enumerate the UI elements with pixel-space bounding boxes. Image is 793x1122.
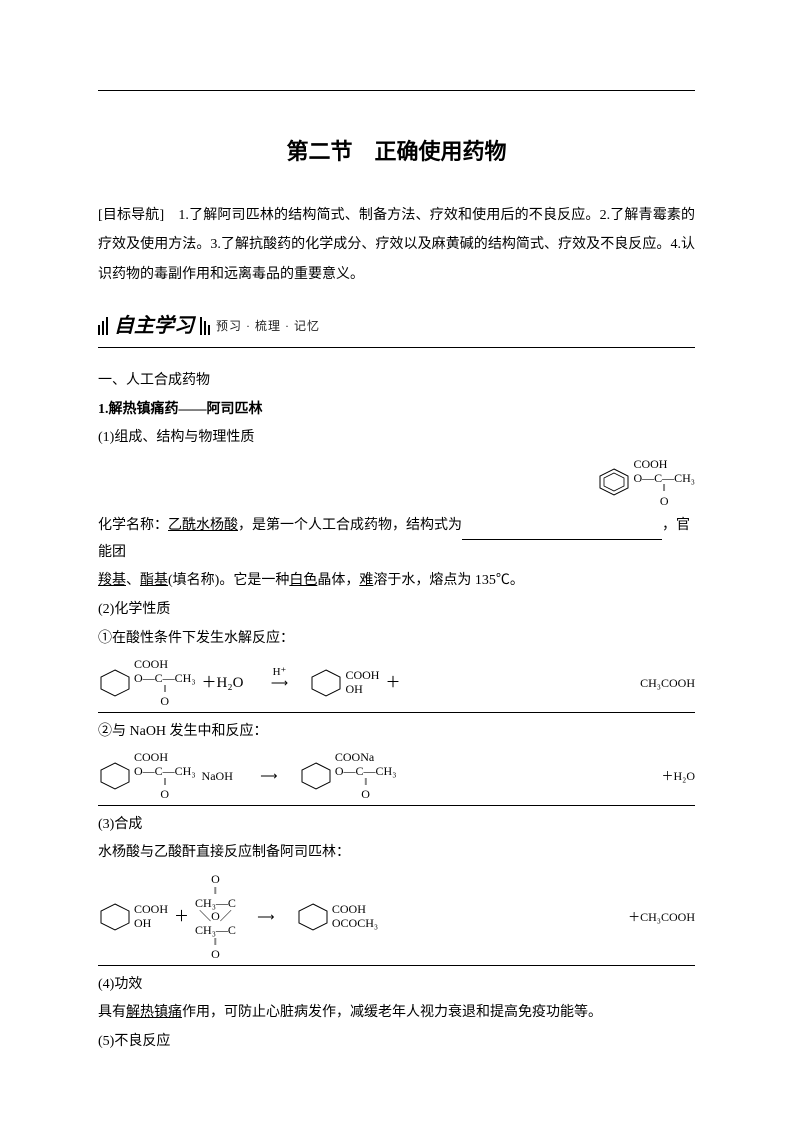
reaction-arrow: ⟶ bbox=[236, 906, 296, 929]
top-rule bbox=[98, 90, 695, 91]
banner-stripes-icon bbox=[98, 317, 108, 335]
banner-stripes-icon bbox=[200, 317, 210, 335]
neutralization-equation: COOH O—C—CH₃‖O NaOH ⟶ COONa O—C—CH₃‖O ＋H… bbox=[98, 749, 695, 805]
aspirin-structure-row: COOH O—C—CH₃ ‖ O bbox=[98, 456, 695, 507]
reaction-arrow: ⟶ bbox=[239, 765, 299, 788]
benzene-ring-icon bbox=[98, 668, 132, 698]
product-salicylic: COOH OH bbox=[309, 668, 379, 698]
product-aspirin: COOH OCOCH₃ bbox=[296, 902, 378, 932]
reaction-arrow: H⁺ ⟶ bbox=[249, 672, 309, 695]
synthesis-equation: COOH OH ＋ O‖ CH₃—C ＼O／ CH₃—C ‖O ⟶ COOH O… bbox=[98, 871, 695, 966]
benzene-ring-icon bbox=[296, 902, 330, 932]
aspirin-groups: COOH O—C—CH₃ ‖ O bbox=[633, 458, 695, 507]
plus-sign: ＋ bbox=[379, 669, 406, 698]
page-title: 第二节 正确使用药物 bbox=[98, 131, 695, 173]
group-cooh: COOH bbox=[633, 458, 667, 472]
heading-1: 一、人工合成药物 bbox=[98, 368, 695, 395]
benzene-ring-icon bbox=[597, 467, 631, 497]
aspirin-structure: COOH O—C—CH₃ ‖ O bbox=[597, 458, 695, 507]
item-1-2a: ①在酸性条件下发生水解反应： bbox=[98, 626, 695, 653]
phys-tail: 晶体， bbox=[317, 573, 359, 588]
efficacy-post: 作用，可防止心脏病发作，减缓老年人视力衰退和提高免疫功能等。 bbox=[182, 1005, 602, 1020]
neutralization-tail: ＋H₂O bbox=[651, 765, 695, 788]
banner-subtitle: 预习 · 梳理 · 记忆 bbox=[216, 315, 320, 338]
reactant-aspirin: COOH O—C—CH₃‖O bbox=[98, 751, 196, 800]
item-1-2b: ②与 NaOH 发生中和反应： bbox=[98, 719, 695, 746]
fg-carboxyl: 羧基 bbox=[98, 573, 126, 588]
condition-hplus: H⁺ bbox=[273, 662, 287, 683]
plus-h2o: ＋H₂O bbox=[196, 669, 250, 698]
group-ester: O—C—CH₃ ‖ O bbox=[633, 472, 695, 508]
chem-name-pre: 化学名称： bbox=[98, 518, 168, 533]
item-1-4: (4)功效 bbox=[98, 972, 695, 999]
item-1-3a: 水杨酸与乙酸酐直接反应制备阿司匹林： bbox=[98, 840, 695, 867]
fg-ester: 酯基 bbox=[140, 573, 168, 588]
fg-note: (填名称)。它是一种 bbox=[168, 573, 289, 588]
chem-name-line: 化学名称：乙酰水杨酸，是第一个人工合成药物，结构式为，官能团 bbox=[98, 513, 695, 566]
group-cooh: COOH bbox=[134, 658, 168, 672]
solubility: 难 bbox=[359, 573, 373, 588]
benzene-ring-icon bbox=[309, 668, 343, 698]
chem-name-mid: ，是第一个人工合成药物，结构式为 bbox=[238, 518, 462, 533]
item-1-4a: 具有解热镇痛作用，可防止心脏病发作，减缓老年人视力衰退和提高免疫功能等。 bbox=[98, 1000, 695, 1027]
phys-end: 溶于水，熔点为 135℃。 bbox=[373, 573, 524, 588]
subheading-1: 1.解热镇痛药——阿司匹林 bbox=[98, 397, 695, 424]
item-1-3: (3)合成 bbox=[98, 812, 695, 839]
efficacy-pre: 具有 bbox=[98, 1005, 126, 1020]
item-1-2: (2)化学性质 bbox=[98, 597, 695, 624]
reagent-naoh: NaOH bbox=[196, 765, 239, 788]
hydrolysis-equation: COOH O—C—CH₃ ‖ O ＋H₂O H⁺ ⟶ COOH OH ＋ CH₃… bbox=[98, 656, 695, 712]
item-1-1: (1)组成、结构与物理性质 bbox=[98, 425, 695, 452]
objectives: [目标导航] 1.了解阿司匹林的结构简式、制备方法、疗效和使用后的不良反应。2.… bbox=[98, 201, 695, 289]
item-1-5: (5)不良反应 bbox=[98, 1029, 695, 1056]
color-white: 白色 bbox=[289, 573, 317, 588]
objectives-label: [目标导航] bbox=[98, 208, 164, 223]
reactant-salicylic: COOH OH bbox=[98, 902, 168, 932]
ester-o: O bbox=[660, 495, 669, 508]
banner-title: 自主学习 bbox=[114, 307, 194, 345]
objectives-text: 1.了解阿司匹林的结构简式、制备方法、疗效和使用后的不良反应。2.了解青霉素的疗… bbox=[98, 208, 695, 282]
functional-groups-line: 羧基、酯基(填名称)。它是一种白色晶体，难溶于水，熔点为 135℃。 bbox=[98, 568, 695, 595]
efficacy-underline: 解热镇痛 bbox=[126, 1005, 182, 1020]
structure-blank bbox=[462, 539, 662, 540]
benzene-ring-icon bbox=[299, 761, 333, 791]
chem-name: 乙酰水杨酸 bbox=[168, 518, 238, 533]
reactant-acetic-anhydride: O‖ CH₃—C ＼O／ CH₃—C ‖O bbox=[195, 873, 236, 961]
benzene-ring-icon bbox=[98, 902, 132, 932]
self-study-banner: 自主学习 预习 · 梳理 · 记忆 bbox=[98, 307, 695, 348]
reactant-aspirin: COOH O—C—CH₃ ‖ O bbox=[98, 658, 196, 707]
hydrolysis-tail: CH₃COOH bbox=[630, 672, 695, 695]
fg-sep: 、 bbox=[126, 573, 140, 588]
plus-sign: ＋ bbox=[168, 903, 195, 932]
benzene-ring-icon bbox=[98, 761, 132, 791]
product-sodium-salt: COONa O—C—CH₃‖O bbox=[299, 751, 397, 800]
group-ester: O—C—CH₃ ‖ O bbox=[134, 672, 196, 708]
synthesis-tail: ＋CH₃COOH bbox=[618, 906, 695, 929]
